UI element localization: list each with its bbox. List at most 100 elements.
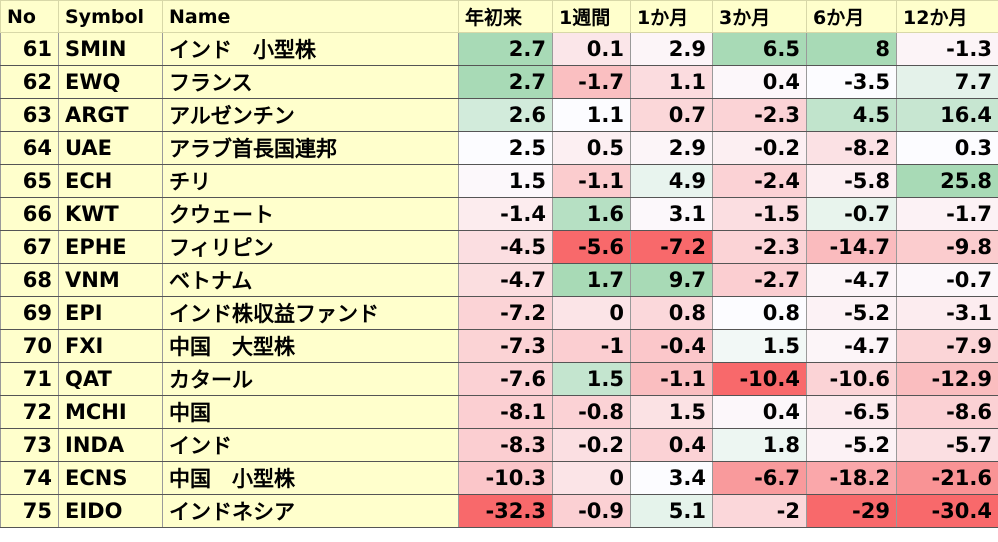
value-cell: -10.3 <box>458 461 553 495</box>
table-row: 72 MCHI 中国 -8.1 -0.8 1.5 0.4 -6.5 -8.6 <box>0 395 998 429</box>
value-cell: 0.5 <box>552 131 631 165</box>
table-row: 67 EPHE フィリピン -4.5 -5.6 -7.2 -2.3 -14.7 -9.8 <box>0 230 998 264</box>
name: 中国 <box>162 395 459 429</box>
column-header: 年初来 <box>458 0 553 33</box>
symbol: KWT <box>58 197 163 231</box>
row-number: 73 <box>0 428 59 462</box>
name: インド株収益ファンド <box>162 296 459 330</box>
table-body: 61 SMIN インド 小型株 2.7 0.1 2.9 6.5 8 -1.3 62 EWQ フランス 2… <box>0 32 998 528</box>
name: クウェート <box>162 197 459 231</box>
value-cell: -6.7 <box>712 461 807 495</box>
value-cell: -2 <box>712 494 807 528</box>
row-number: 64 <box>0 131 59 165</box>
value-cell: -2.7 <box>712 263 807 297</box>
table-row: 73 INDA インド -8.3 -0.2 0.4 1.8 -5.2 -5.7 <box>0 428 998 462</box>
row-number: 66 <box>0 197 59 231</box>
value-cell: 2.9 <box>630 131 713 165</box>
name: フィリピン <box>162 230 459 264</box>
table-row: 65 ECH チリ 1.5 -1.1 4.9 -2.4 -5.8 25.8 <box>0 164 998 198</box>
row-number: 63 <box>0 98 59 132</box>
value-cell: 1.5 <box>458 164 553 198</box>
row-number: 62 <box>0 65 59 99</box>
value-cell: 25.8 <box>896 164 998 198</box>
value-cell: -1.3 <box>896 32 998 66</box>
value-cell: -0.8 <box>552 395 631 429</box>
value-cell: -1 <box>552 329 631 363</box>
value-cell: -7.2 <box>630 230 713 264</box>
symbol: QAT <box>58 362 163 396</box>
value-cell: 1.1 <box>630 65 713 99</box>
value-cell: -8.2 <box>806 131 897 165</box>
column-header: 3か月 <box>712 0 807 33</box>
value-cell: -1.7 <box>552 65 631 99</box>
symbol: ECH <box>58 164 163 198</box>
value-cell: -9.8 <box>896 230 998 264</box>
value-cell: 8 <box>806 32 897 66</box>
value-cell: 1.5 <box>630 395 713 429</box>
value-cell: 2.6 <box>458 98 553 132</box>
name: アラブ首長国連邦 <box>162 131 459 165</box>
table-row: 71 QAT カタール -7.6 1.5 -1.1 -10.4 -10.6 -12.9 <box>0 362 998 396</box>
value-cell: 1.1 <box>552 98 631 132</box>
header-row: No Symbol Name 年初来 1週間 1か月 3か月 6か月 12か月 <box>0 0 998 33</box>
value-cell: 0.7 <box>630 98 713 132</box>
row-number: 71 <box>0 362 59 396</box>
column-header: Name <box>162 0 459 33</box>
value-cell: 1.7 <box>552 263 631 297</box>
value-cell: -4.7 <box>806 263 897 297</box>
value-cell: 1.6 <box>552 197 631 231</box>
value-cell: 3.4 <box>630 461 713 495</box>
value-cell: -21.6 <box>896 461 998 495</box>
symbol: EIDO <box>58 494 163 528</box>
name: チリ <box>162 164 459 198</box>
symbol: UAE <box>58 131 163 165</box>
name: アルゼンチン <box>162 98 459 132</box>
symbol: MCHI <box>58 395 163 429</box>
column-header: 6か月 <box>806 0 897 33</box>
value-cell: 3.1 <box>630 197 713 231</box>
value-cell: 2.7 <box>458 65 553 99</box>
value-cell: -14.7 <box>806 230 897 264</box>
value-cell: 16.4 <box>896 98 998 132</box>
symbol: ECNS <box>58 461 163 495</box>
row-number: 74 <box>0 461 59 495</box>
value-cell: 1.5 <box>712 329 807 363</box>
value-cell: 0 <box>552 461 631 495</box>
value-cell: -1.7 <box>896 197 998 231</box>
value-cell: -12.9 <box>896 362 998 396</box>
value-cell: -18.2 <box>806 461 897 495</box>
value-cell: -8.1 <box>458 395 553 429</box>
table-row: 68 VNM ベトナム -4.7 1.7 9.7 -2.7 -4.7 -0.7 <box>0 263 998 297</box>
value-cell: -3.5 <box>806 65 897 99</box>
row-number: 67 <box>0 230 59 264</box>
value-cell: -5.6 <box>552 230 631 264</box>
value-cell: -1.4 <box>458 197 553 231</box>
table-row: 75 EIDO インドネシア -32.3 -0.9 5.1 -2 -29 -30.4 <box>0 494 998 528</box>
symbol: EWQ <box>58 65 163 99</box>
column-header: Symbol <box>58 0 163 33</box>
row-number: 75 <box>0 494 59 528</box>
value-cell: -0.2 <box>712 131 807 165</box>
name: 中国 大型株 <box>162 329 459 363</box>
value-cell: 6.5 <box>712 32 807 66</box>
value-cell: -30.4 <box>896 494 998 528</box>
value-cell: 0.1 <box>552 32 631 66</box>
value-cell: 7.7 <box>896 65 998 99</box>
value-cell: 2.9 <box>630 32 713 66</box>
column-header: 1か月 <box>630 0 713 33</box>
value-cell: -4.7 <box>458 263 553 297</box>
symbol: EPI <box>58 296 163 330</box>
value-cell: -4.7 <box>806 329 897 363</box>
value-cell: -0.4 <box>630 329 713 363</box>
table-row: 74 ECNS 中国 小型株 -10.3 0 3.4 -6.7 -18.2 -21.6 <box>0 461 998 495</box>
value-cell: -32.3 <box>458 494 553 528</box>
name: インドネシア <box>162 494 459 528</box>
value-cell: -2.3 <box>712 230 807 264</box>
value-cell: -3.1 <box>896 296 998 330</box>
value-cell: 5.1 <box>630 494 713 528</box>
name: インド 小型株 <box>162 32 459 66</box>
value-cell: -29 <box>806 494 897 528</box>
name: 中国 小型株 <box>162 461 459 495</box>
value-cell: 0.4 <box>712 65 807 99</box>
